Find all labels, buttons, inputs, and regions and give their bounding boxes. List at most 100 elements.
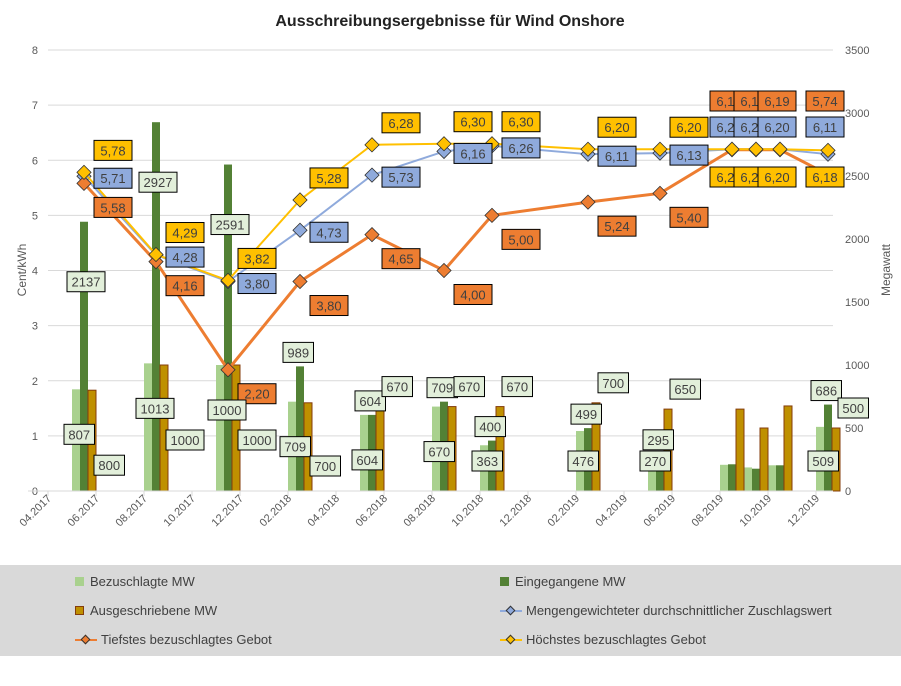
x-tick-label: 06.2019 <box>642 493 679 530</box>
legend-line-marker <box>500 605 522 616</box>
line-data-label-box <box>165 275 205 297</box>
line-data-label-box <box>501 111 541 133</box>
y-right-tick-label: 2000 <box>845 234 869 246</box>
bar-data-label: 2591 <box>216 218 245 233</box>
bar-data-label-box <box>423 441 455 463</box>
line-data-label: 5,28 <box>316 171 341 186</box>
data-marker <box>220 362 236 378</box>
legend-label: Tiefstes bezuschlagtes Gebot <box>101 632 272 647</box>
bar <box>152 122 160 491</box>
legend-label: Mengengewichteter durchschnittlicher Zus… <box>526 603 832 618</box>
legend-swatch <box>75 577 84 586</box>
y-left-tick-label: 1 <box>32 431 38 443</box>
bar-data-label: 800 <box>98 458 120 473</box>
bar-data-label-box <box>63 423 95 445</box>
line-data-label: 4,29 <box>172 226 197 241</box>
bar <box>216 365 224 491</box>
x-tick-label: 08.2017 <box>114 493 151 530</box>
bar-data-label-box <box>351 449 383 471</box>
line-data-label-box <box>757 116 797 138</box>
line-data-label: 6,11 <box>813 120 837 135</box>
line-data-label: 6,26 <box>508 141 533 156</box>
y-left-tick-label: 5 <box>32 210 38 222</box>
x-tick-label: 06.2017 <box>66 493 103 530</box>
x-tick-label: 12.2017 <box>210 493 247 530</box>
bar-data-label-box <box>471 450 503 472</box>
y-left-tick-label: 3 <box>32 321 38 333</box>
data-marker <box>76 164 92 181</box>
bar-data-label: 604 <box>356 453 378 468</box>
line-data-label: 5,74 <box>812 94 837 109</box>
line-data-label-box <box>309 295 349 317</box>
bar-data-label: 476 <box>572 454 594 469</box>
bar-data-label: 670 <box>386 380 408 395</box>
legend-item-tiefstes: Tiefstes bezuschlagtes Gebot <box>75 632 272 647</box>
bar-data-label-box <box>93 454 125 476</box>
line-data-label-box <box>381 112 421 134</box>
bar-data-label: 670 <box>506 380 528 395</box>
line-data-label-box <box>805 90 845 112</box>
bar-data-label: 650 <box>674 382 696 397</box>
line-data-label-box <box>93 196 133 218</box>
bar <box>752 468 760 491</box>
bar-data-label-box <box>639 450 671 472</box>
data-marker <box>148 246 164 263</box>
data-marker <box>772 141 788 157</box>
bar <box>824 404 832 491</box>
bar-data-label-box <box>282 341 314 363</box>
bar-data-label-box <box>501 376 533 398</box>
bar <box>144 363 152 491</box>
y-left-tick-label: 0 <box>32 486 38 498</box>
legend-label: Ausgeschriebene MW <box>90 603 218 618</box>
line-data-label: 6,30 <box>460 115 485 130</box>
x-tick-label: 12.2019 <box>786 493 823 530</box>
data-marker <box>436 143 452 160</box>
bar-data-label-box <box>66 271 106 293</box>
bar-data-label: 709 <box>431 381 453 396</box>
x-tick-label: 02.2019 <box>546 493 583 530</box>
bar-data-label: 499 <box>575 407 597 422</box>
data-marker <box>364 137 380 153</box>
y-left-tick-label: 4 <box>32 266 38 278</box>
y-right-tick-label: 3000 <box>845 108 869 120</box>
line-data-label-box <box>805 166 845 188</box>
line-data-label-box <box>453 142 493 164</box>
line-data-label: 5,24 <box>604 219 629 234</box>
x-tick-label: 08.2018 <box>402 493 439 530</box>
legend-label: Eingegangene MW <box>515 574 626 589</box>
bar <box>648 456 656 491</box>
data-marker <box>220 272 236 289</box>
bar-data-label-box <box>354 390 386 412</box>
line-data-label-box <box>669 206 709 228</box>
line-data-label: 6,13 <box>676 148 701 163</box>
bar-data-label: 700 <box>602 376 624 391</box>
bar <box>744 467 752 491</box>
legend-item-mengengewichtet: Mengengewichteter durchschnittlicher Zus… <box>500 603 832 618</box>
line-data-label-box <box>237 247 277 269</box>
line-data-label: 4,65 <box>388 252 413 267</box>
line-data-label: 5,71 <box>100 171 125 186</box>
line-data-label: 6,16 <box>460 146 485 161</box>
legend-item-eingegangen: Eingegangene MW <box>500 574 626 589</box>
line-data-label: 4,73 <box>316 225 341 240</box>
bar <box>776 465 784 491</box>
data-marker <box>76 175 92 192</box>
bar-data-label: 2927 <box>144 175 173 190</box>
line-data-label-box <box>237 383 277 405</box>
line-data-label: 6,11 <box>605 149 629 164</box>
bar <box>80 221 88 491</box>
line-data-label: 6,19 <box>764 94 789 109</box>
bar <box>656 453 664 491</box>
bar-data-label: 700 <box>314 459 336 474</box>
bar-data-label: 1000 <box>243 433 272 448</box>
bar-data-label: 686 <box>815 384 837 399</box>
y-right-tick-label: 1500 <box>845 297 869 309</box>
line-data-label: 3,82 <box>244 251 269 266</box>
y-left-tick-label: 2 <box>32 376 38 388</box>
bar-data-label: 509 <box>812 454 834 469</box>
bar-data-label: 1000 <box>171 433 200 448</box>
x-tick-label: 04.2017 <box>18 493 55 530</box>
bar-data-label: 400 <box>479 420 501 435</box>
bar-data-label: 670 <box>458 380 480 395</box>
bar-data-label-box <box>567 450 599 472</box>
